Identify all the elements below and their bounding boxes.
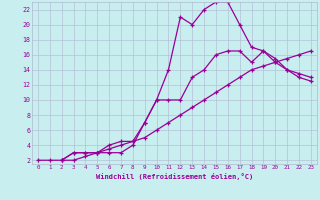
X-axis label: Windchill (Refroidissement éolien,°C): Windchill (Refroidissement éolien,°C) <box>96 173 253 180</box>
